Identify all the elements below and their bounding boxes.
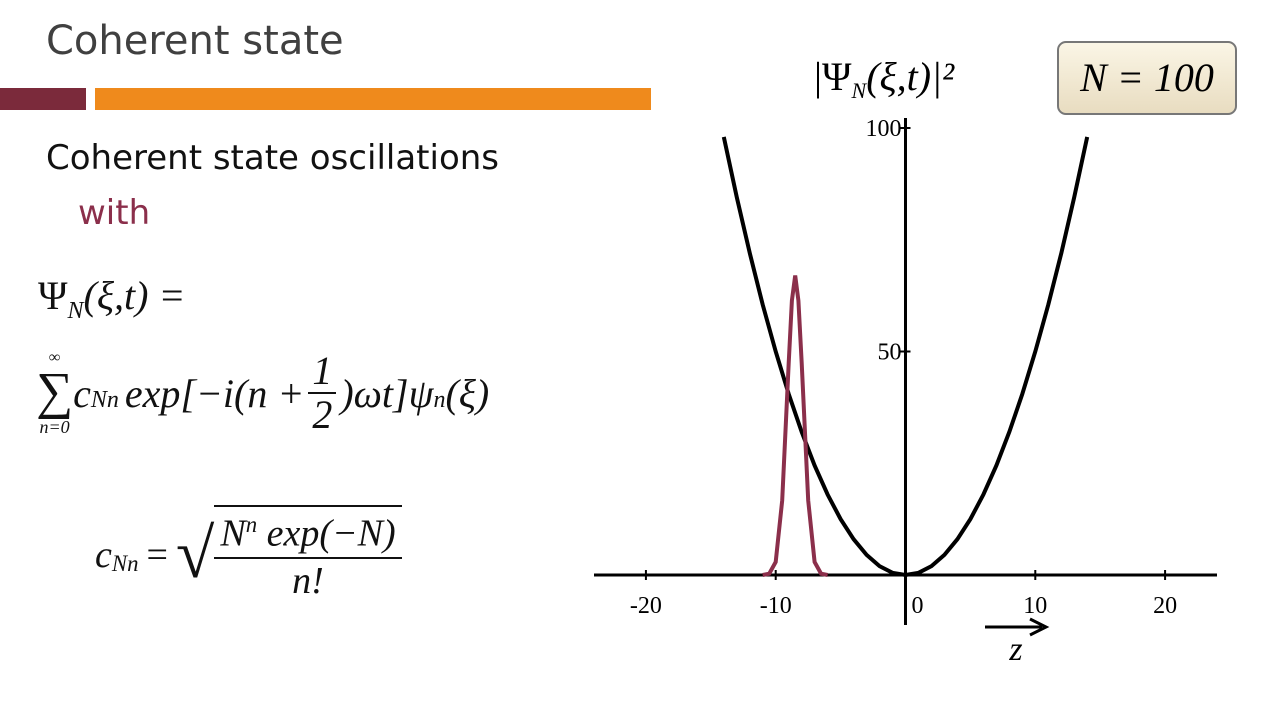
- y-label-part: (ξ,t)|²: [866, 54, 955, 99]
- accent-bar: [0, 88, 86, 110]
- body-text: with: [78, 193, 151, 233]
- slide-title: Coherent state: [46, 18, 344, 64]
- symbol: (ξ): [445, 370, 490, 416]
- body-text: Coherent state oscillations: [46, 138, 500, 178]
- denominator: n!: [292, 560, 324, 603]
- subscript: Nn: [111, 550, 139, 576]
- symbol: c: [73, 370, 91, 416]
- equation: ΨN(ξ,t) =: [38, 272, 185, 325]
- sum: ∞ ∑ n=0: [36, 349, 74, 437]
- y-axis-label: |ΨN(ξ,t)|²: [814, 54, 955, 103]
- sum-upper: ∞: [48, 349, 61, 366]
- symbol: exp(−N): [266, 512, 396, 555]
- equation: ∞ ∑ n=0 c Nn exp[−i(n + 1 2 )ωt]ψ n (ξ): [36, 349, 490, 437]
- fraction: Nn exp(−N) n!: [214, 505, 402, 605]
- x-tick-label: 20: [1153, 593, 1177, 619]
- x-tick-label: -10: [760, 593, 792, 619]
- subscript: Nn: [90, 387, 119, 413]
- symbol: =: [146, 533, 168, 576]
- fraction: 1 2: [308, 350, 337, 437]
- x-tick-label: 0: [912, 593, 924, 619]
- sum-lower: n=0: [39, 417, 70, 437]
- y-label-sub: N: [851, 78, 868, 103]
- sum-op: ∑: [36, 363, 74, 420]
- symbol: c: [95, 533, 112, 576]
- x-tick-label: -20: [630, 593, 662, 619]
- annotation: N = 100: [1079, 55, 1214, 100]
- y-tick-label: 50: [878, 340, 902, 366]
- y-tick-label: 100: [866, 116, 902, 142]
- superscript: n: [245, 512, 258, 537]
- equation: c Nn = √ Nn exp(−N) n!: [95, 505, 402, 605]
- series-line: [721, 136, 1090, 578]
- annotation-box: [1057, 41, 1237, 115]
- sqrt: √: [175, 515, 215, 593]
- symbol: (ξ,t) =: [83, 273, 186, 318]
- y-label-part: |Ψ: [814, 54, 852, 99]
- x-axis-label: z: [1008, 631, 1022, 668]
- symbol: Ψ: [38, 273, 68, 318]
- subscript: n: [433, 387, 446, 413]
- symbol: )ωt]ψ: [340, 370, 434, 416]
- symbol: N: [220, 512, 246, 555]
- numerator: Nn exp(−N): [214, 511, 402, 560]
- numerator: 1: [308, 350, 337, 394]
- x-tick-label: 10: [1023, 593, 1047, 619]
- denominator: 2: [312, 392, 333, 437]
- accent-bar: [95, 88, 651, 110]
- subscript: N: [67, 298, 84, 324]
- x-arrow-head: [1029, 617, 1050, 637]
- series-line: [762, 275, 828, 577]
- symbol: exp[−i(n +: [124, 370, 305, 416]
